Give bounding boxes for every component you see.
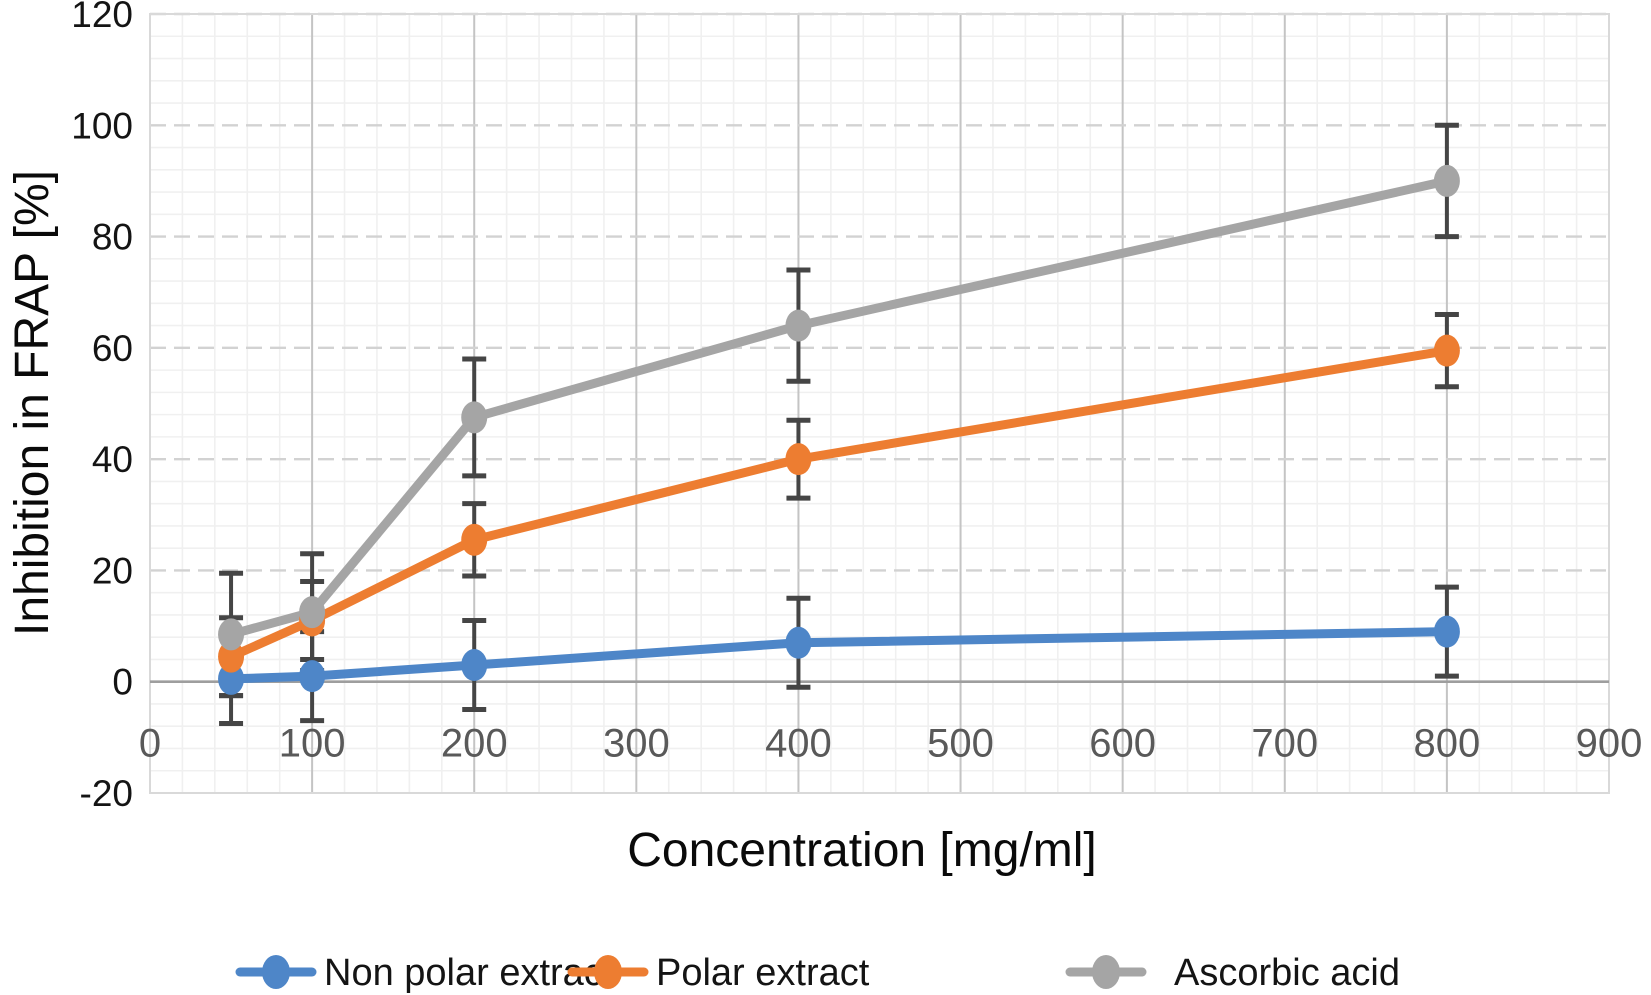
legend-marker-icon — [594, 955, 622, 989]
y-tick-label: 80 — [92, 217, 133, 258]
legend-marker-icon — [262, 955, 290, 989]
y-tick-label: 100 — [71, 105, 133, 146]
data-point-ascorbic-acid-x50 — [218, 618, 245, 651]
legend-item-polar-extract: Polar extract — [567, 952, 870, 994]
data-point-ascorbic-acid-x200 — [461, 401, 488, 434]
data-point-polar-extract-x50 — [218, 640, 245, 673]
x-tick-label: 900 — [1576, 722, 1643, 766]
y-tick-label: 60 — [92, 328, 133, 369]
data-point-non-polar-extract-x200 — [461, 649, 488, 682]
series-lines — [226, 176, 1452, 684]
legend-label: Ascorbic acid — [1174, 952, 1400, 994]
legend: Non polar extract Polar extract Ascorbic… — [235, 952, 1400, 994]
legend-item-non-polar-extract: Non polar extract — [235, 952, 614, 994]
minor-gridlines — [150, 14, 1609, 793]
x-tick-label: 600 — [1089, 722, 1156, 766]
x-tick-label: 100 — [279, 722, 346, 766]
data-point-polar-extract-x800 — [1433, 334, 1460, 367]
data-point-ascorbic-acid-x400 — [785, 309, 812, 342]
data-point-polar-extract-x400 — [785, 443, 812, 476]
x-tick-label: 700 — [1251, 722, 1318, 766]
legend-label: Polar extract — [656, 952, 870, 994]
y-tick-labels: -20 0 20 40 60 80 100 120 — [71, 0, 133, 814]
data-point-non-polar-extract-x800 — [1433, 615, 1460, 648]
data-point-non-polar-extract-x400 — [785, 626, 812, 659]
legend-item-ascorbic-acid: Ascorbic acid — [1065, 952, 1400, 994]
y-tick-label: 40 — [92, 439, 133, 480]
plot-area-border — [149, 13, 1610, 794]
legend-marker-icon — [1092, 955, 1120, 989]
data-point-ascorbic-acid-x800 — [1433, 164, 1460, 197]
y-tick-label: 120 — [71, 0, 133, 35]
series-line-non-polar-extract — [226, 627, 1452, 684]
data-point-non-polar-extract-x50 — [218, 662, 245, 695]
data-point-markers — [218, 164, 1460, 695]
y-axis-title: Inhibition in FRAP [%] — [6, 170, 59, 636]
legend-label: Non polar extract — [324, 952, 614, 994]
data-point-polar-extract-x200 — [461, 523, 488, 556]
x-tick-label: 500 — [927, 722, 994, 766]
y-tick-label: -20 — [80, 773, 133, 814]
x-tick-label: 400 — [765, 722, 832, 766]
data-point-non-polar-extract-x100 — [299, 660, 326, 693]
x-axis-title: Concentration [mg/ml] — [627, 824, 1097, 877]
x-tick-label: 200 — [441, 722, 508, 766]
y-tick-label: 20 — [92, 550, 133, 591]
y-tick-label: 0 — [112, 662, 133, 703]
x-tick-label: 300 — [603, 722, 670, 766]
x-tick-label: 0 — [139, 722, 161, 766]
x-tick-label: 800 — [1414, 722, 1481, 766]
x-tick-labels: 0 100 200 300 400 500 600 700 800 900 — [139, 722, 1643, 766]
data-point-ascorbic-acid-x100 — [299, 596, 326, 629]
